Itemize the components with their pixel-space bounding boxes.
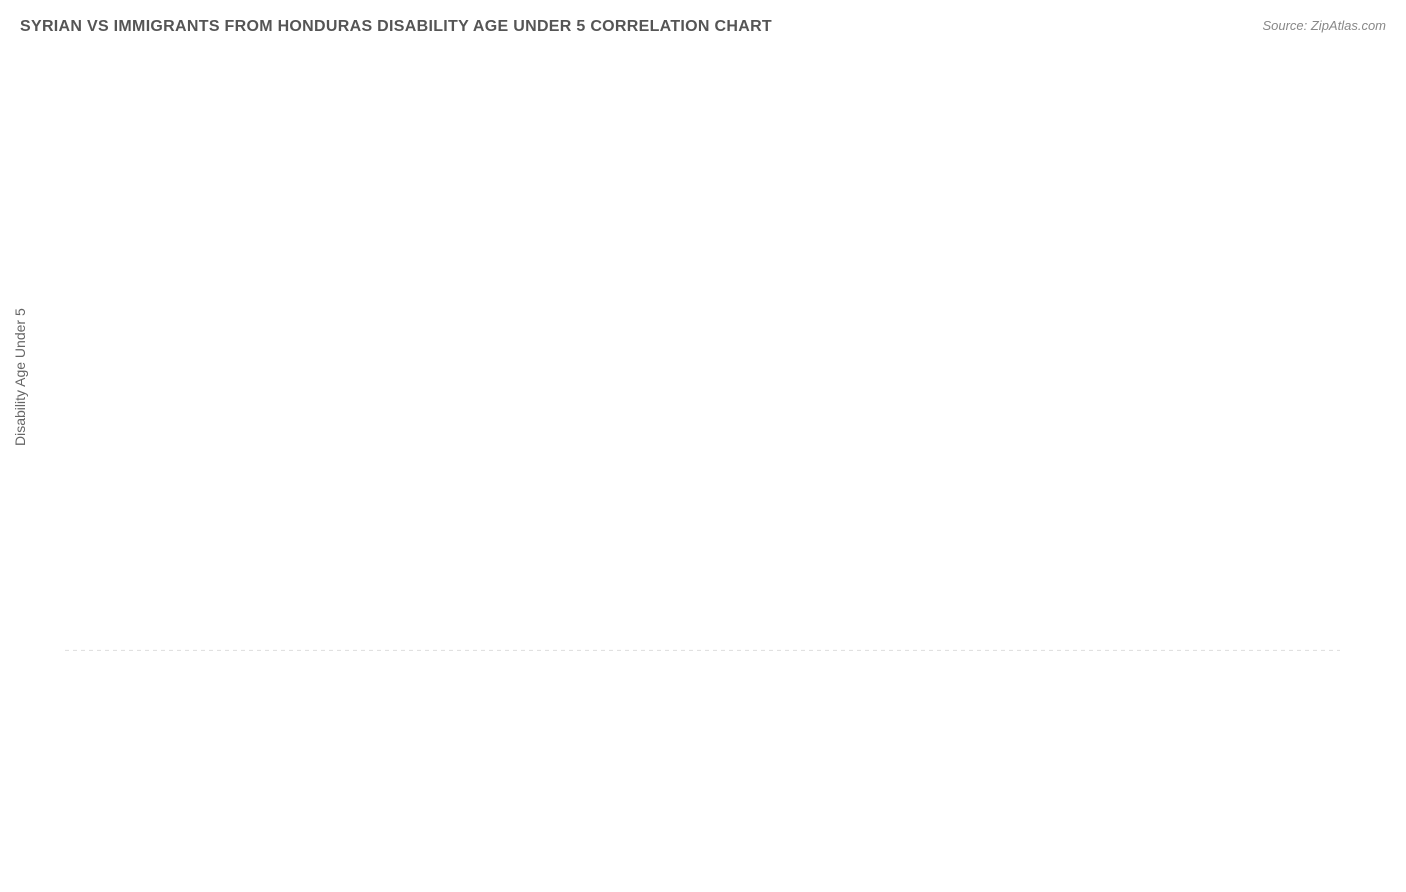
chart-title: SYRIAN VS IMMIGRANTS FROM HONDURAS DISAB… — [20, 18, 772, 36]
chart-source: Source: ZipAtlas.com — [1262, 18, 1386, 33]
y-axis-label: Disability Age Under 5 — [12, 308, 28, 446]
chart-container — [55, 50, 1391, 867]
scatter-chart — [55, 50, 1391, 867]
